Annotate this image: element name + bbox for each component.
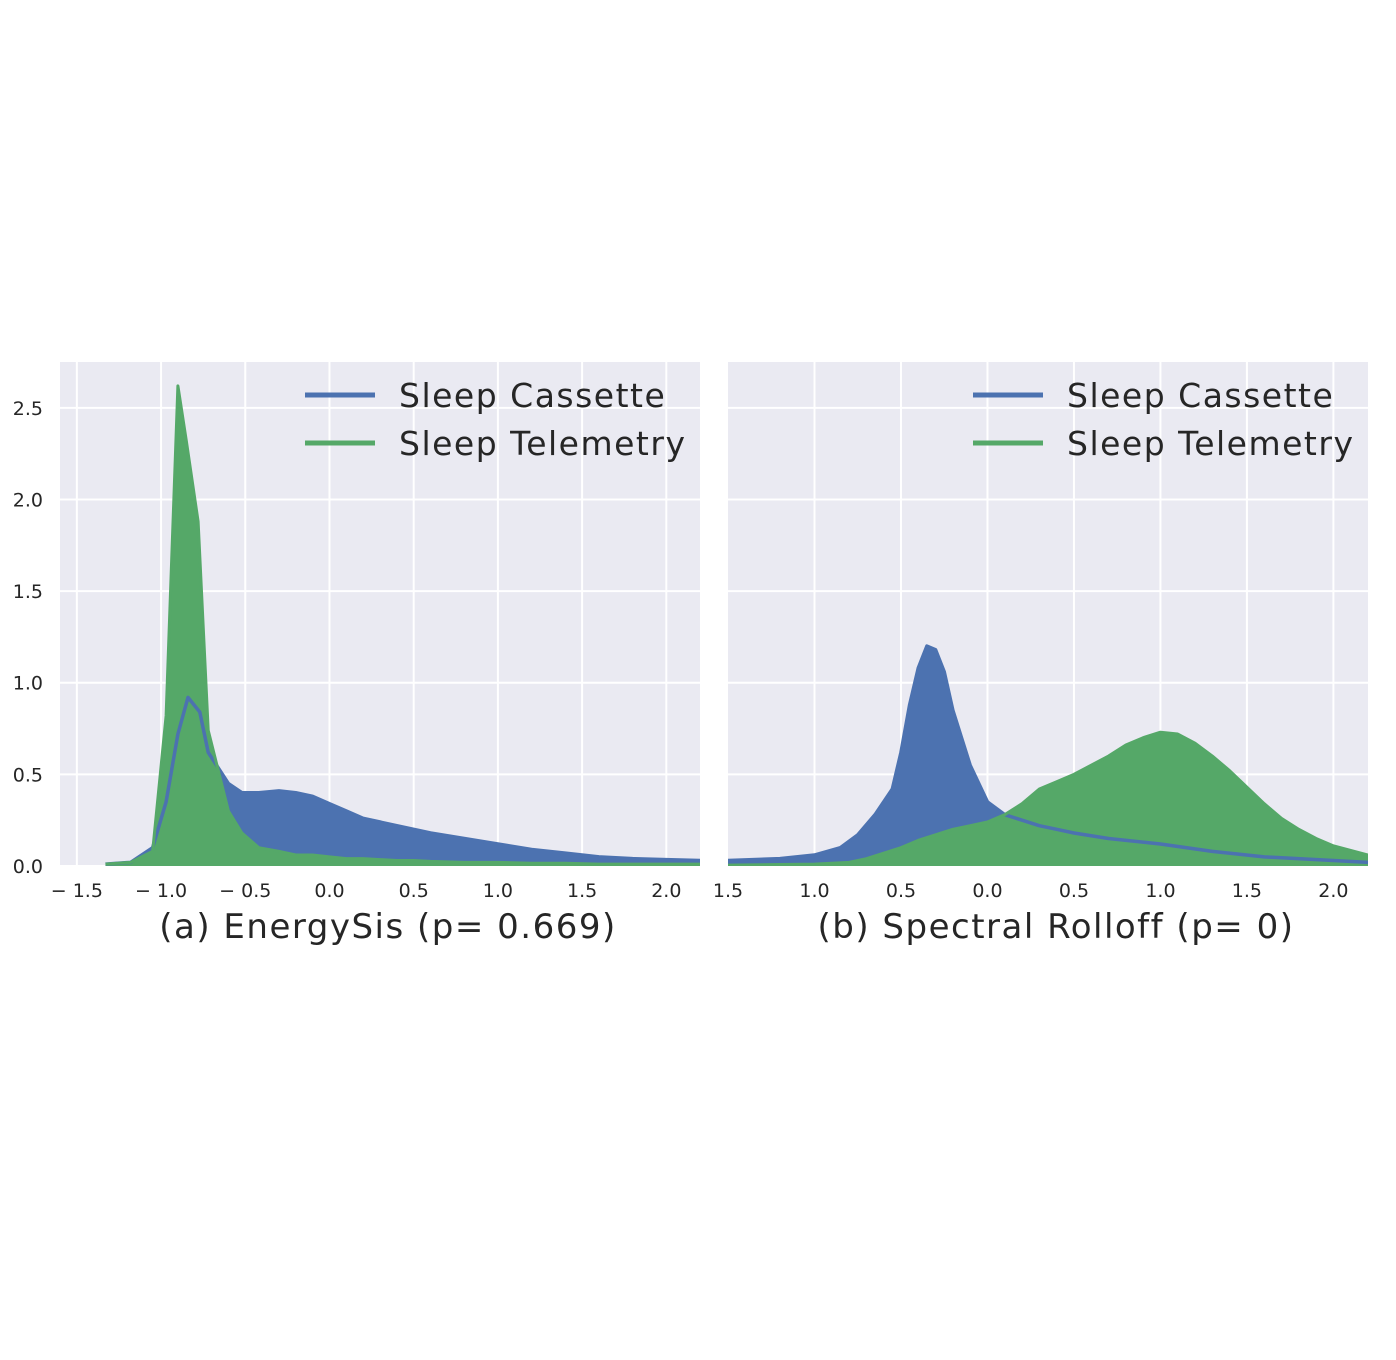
x-tick-label: 2.0	[651, 880, 681, 902]
x-tick-label: 0.5	[399, 880, 429, 902]
legend-label: Sleep Telemetry	[399, 424, 686, 463]
series-area-sleep-cassette	[105, 697, 700, 866]
series-area-sleep-telemetry	[728, 732, 1368, 866]
chart-panel-2: 1.5 1.0 0.5 0.0 0.5 1.0 1.5 2.0 Sleep Cassette Sl…	[713, 362, 1368, 947]
x-tick-label: 1.5	[1232, 880, 1262, 902]
series-line-sleep-cassette	[105, 695, 700, 866]
y-tick-label: 2.5	[13, 398, 43, 420]
x-tick-label: 1.0	[483, 880, 513, 902]
panel-caption: (b) Spectral Rolloff (p= 0)	[818, 907, 1295, 947]
panel-caption: (a) EnergySis (p= 0.669)	[159, 907, 617, 947]
x-tick-label: 1.0	[799, 880, 829, 902]
plot-background	[728, 362, 1368, 866]
x-tick-label: − 1.0	[135, 880, 187, 902]
x-tick-label: − 1.5	[51, 880, 103, 902]
series-group	[728, 644, 1368, 866]
series-area-sleep-cassette	[728, 646, 1368, 866]
series-group	[105, 384, 700, 866]
y-tick-label: 2.0	[13, 489, 43, 511]
series-line-sleep-cassette	[728, 644, 1368, 865]
y-tick-label: 1.5	[13, 581, 43, 603]
x-tick-label: 0.5	[886, 880, 916, 902]
y-tick-label: 1.0	[13, 673, 43, 695]
x-tick-label: 2.0	[1318, 880, 1348, 902]
x-tick-label: 1.0	[1145, 880, 1175, 902]
x-tick-label: 1.5	[713, 880, 743, 902]
legend-label: Sleep Cassette	[399, 376, 666, 415]
y-tick-label: 0.5	[13, 764, 43, 786]
x-tick-label: 1.5	[567, 880, 597, 902]
series-line-sleep-telemetry	[728, 730, 1368, 866]
chart-panel-1: − 1.5 − 1.0 − 0.5 0.0 0.5 1.0 1.5 2.0 0.0 0.5 1.0 1…	[13, 362, 700, 947]
series-area-sleep-telemetry	[105, 385, 700, 866]
legend-label: Sleep Telemetry	[1067, 424, 1354, 463]
y-tick-label: 0.0	[13, 856, 43, 878]
series-line-sleep-telemetry	[105, 384, 700, 866]
legend-label: Sleep Cassette	[1067, 376, 1334, 415]
x-tick-label: − 0.5	[219, 880, 271, 902]
x-tick-label: 0.5	[1059, 880, 1089, 902]
x-tick-label: 0.0	[314, 880, 344, 902]
x-tick-label: 0.0	[972, 880, 1002, 902]
